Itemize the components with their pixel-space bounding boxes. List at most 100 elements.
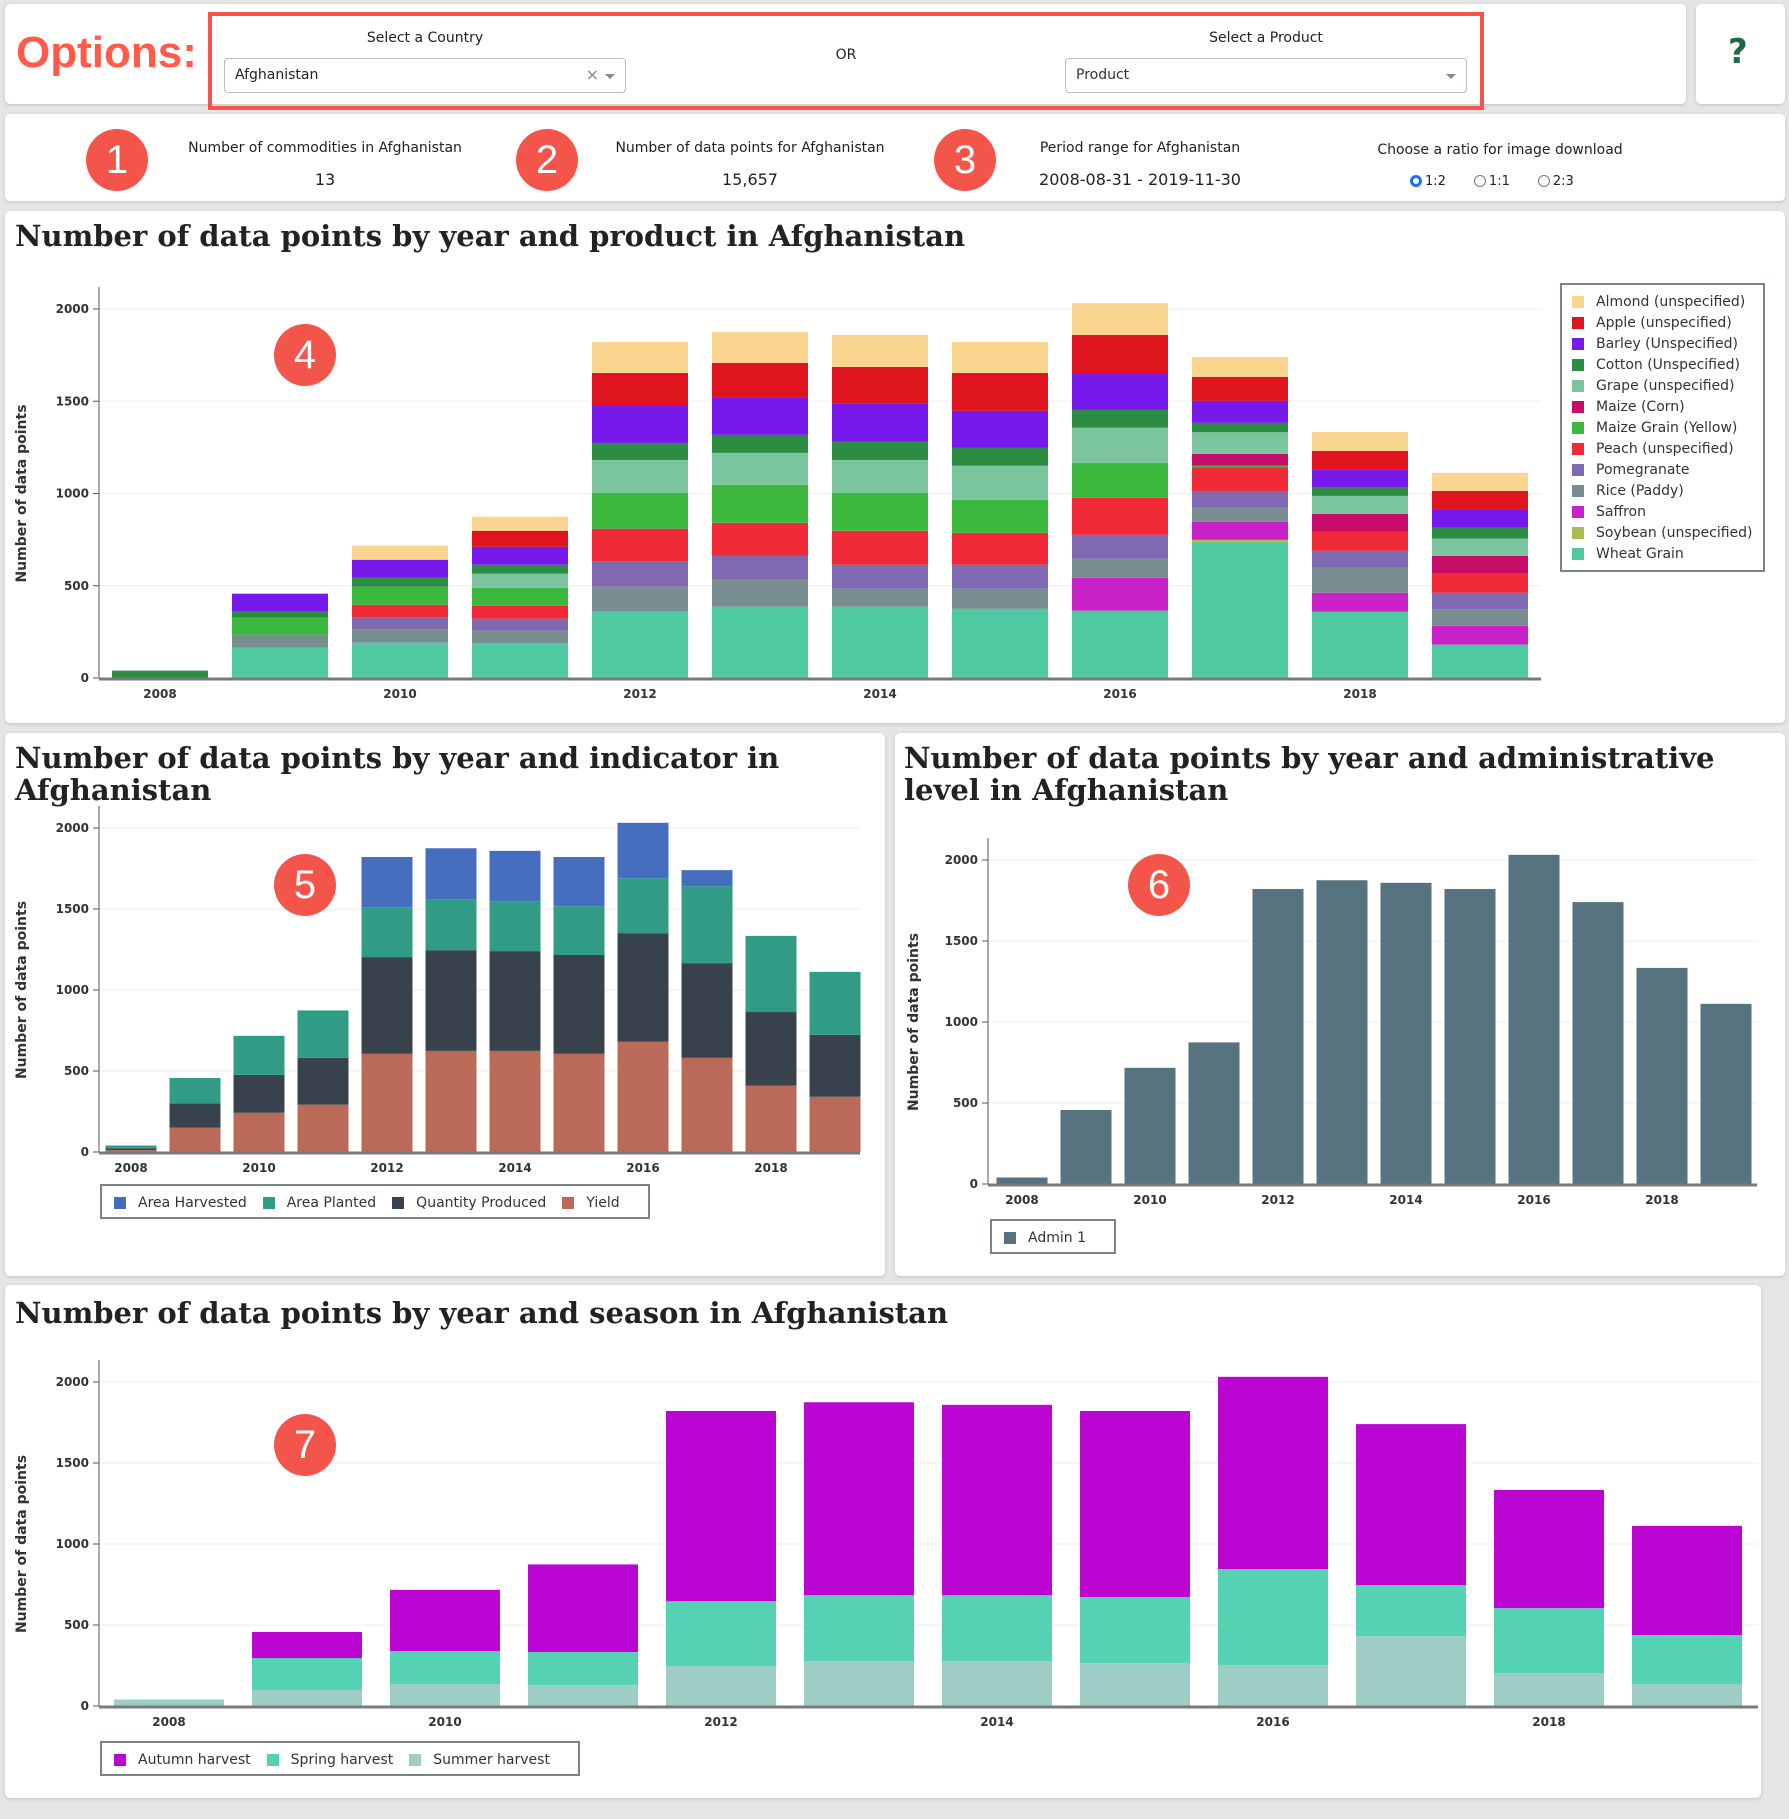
bar-segment-cotton-unspecified--2019[interactable] [1432,527,1528,539]
bar-segment-wheat-grain-2019[interactable] [1432,644,1528,678]
bar-segment-summer-harvest-2019[interactable] [1632,1683,1742,1706]
bar-segment-grape-unspecified--2019[interactable] [1432,538,1528,556]
bar-segment-rice-paddy--2014[interactable] [832,588,928,607]
bar-segment-yield-2015[interactable] [553,1053,605,1152]
bar-segment-pomegranate-2019[interactable] [1432,592,1528,610]
bar-segment-area-planted-2008[interactable] [105,1145,157,1149]
bar-segment-barley-unspecified--2019[interactable] [1432,509,1528,528]
bar-segment-quantity-produced-2015[interactable] [553,955,605,1054]
bar-segment-maize-grain-yellow--2014[interactable] [832,492,928,531]
bar-segment-rice-paddy--2019[interactable] [1432,609,1528,626]
bar-segment-wheat-grain-2013[interactable] [712,606,808,678]
bar-segment-barley-unspecified--2010[interactable] [352,559,448,578]
bar-segment-area-harvested-2014[interactable] [489,850,541,902]
bar-segment-saffron-2017[interactable] [1192,521,1288,540]
radio-selected-icon[interactable] [1410,175,1422,187]
bar-segment-spring-harvest-2018[interactable] [1494,1608,1604,1674]
bar-segment-admin-1-2009[interactable] [1060,1109,1112,1184]
bar-segment-pomegranate-2011[interactable] [472,618,568,631]
bar-segment-cotton-unspecified--2009[interactable] [232,611,328,618]
bar-segment-rice-paddy--2016[interactable] [1072,558,1168,578]
bar-segment-peach-unspecified--2018[interactable] [1312,531,1408,551]
bar-segment-summer-harvest-2008[interactable] [114,1699,224,1706]
bar-segment-admin-1-2011[interactable] [1188,1042,1240,1184]
bar-segment-barley-unspecified--2015[interactable] [952,410,1048,448]
bar-segment-cotton-unspecified--2014[interactable] [832,441,928,460]
bar-segment-rice-paddy--2012[interactable] [592,586,688,612]
bar-segment-barley-unspecified--2012[interactable] [592,405,688,443]
bar-segment-spring-harvest-2012[interactable] [666,1601,776,1666]
bar-segment-autumn-harvest-2010[interactable] [390,1589,500,1652]
bar-segment-wheat-grain-2012[interactable] [592,611,688,678]
bar-segment-almond-unspecified--2013[interactable] [712,332,808,363]
bar-segment-admin-1-2015[interactable] [1444,888,1496,1184]
bar-segment-almond-unspecified--2010[interactable] [352,545,448,560]
bar-segment-maize-grain-yellow--2017[interactable] [1192,465,1288,468]
bar-segment-quantity-produced-2011[interactable] [297,1057,349,1105]
radio-icon[interactable] [1537,175,1550,187]
bar-segment-autumn-harvest-2013[interactable] [804,1402,914,1596]
legend-item[interactable]: Autumn harvest [114,1749,251,1770]
bar-segment-pomegranate-2016[interactable] [1072,534,1168,559]
bar-segment-admin-1-2010[interactable] [1124,1067,1176,1184]
legend-item[interactable]: Soybean (unspecified) [1572,522,1753,543]
bar-segment-quantity-produced-2009[interactable] [169,1103,221,1128]
bar-segment-almond-unspecified--2017[interactable] [1192,356,1288,377]
legend-item[interactable]: Pomegranate [1572,459,1753,480]
bar-segment-area-harvested-2015[interactable] [553,856,605,907]
legend-item[interactable]: Rice (Paddy) [1572,480,1753,501]
legend-item[interactable]: Saffron [1572,501,1753,522]
bar-segment-barley-unspecified--2018[interactable] [1312,469,1408,488]
ratio-option-2-3[interactable]: 2:3 [1537,174,1574,189]
bar-segment-wheat-grain-2011[interactable] [472,643,568,678]
bar-segment-grape-unspecified--2017[interactable] [1192,432,1288,454]
bar-segment-admin-1-2014[interactable] [1380,882,1432,1184]
bar-segment-saffron-2016[interactable] [1072,577,1168,611]
bar-segment-peach-unspecified--2014[interactable] [832,530,928,565]
bar-segment-apple-unspecified--2015[interactable] [952,373,1048,411]
bar-segment-maize-corn--2017[interactable] [1192,453,1288,466]
bar-segment-pomegranate-2015[interactable] [952,564,1048,589]
bar-segment-summer-harvest-2014[interactable] [942,1661,1052,1706]
bar-segment-apple-unspecified--2014[interactable] [832,366,928,404]
bar-segment-maize-grain-yellow--2013[interactable] [712,484,808,523]
bar-segment-rice-paddy--2017[interactable] [1192,507,1288,522]
bar-segment-almond-unspecified--2018[interactable] [1312,431,1408,451]
bar-segment-summer-harvest-2016[interactable] [1218,1665,1328,1706]
bar-segment-yield-2008[interactable] [105,1150,157,1152]
bar-segment-autumn-harvest-2012[interactable] [666,1410,776,1602]
legend-item[interactable]: Yield [562,1192,620,1213]
bar-segment-grape-unspecified--2015[interactable] [952,465,1048,500]
bar-segment-peach-unspecified--2019[interactable] [1432,573,1528,593]
bar-segment-wheat-grain-2017[interactable] [1192,542,1288,678]
legend-item[interactable]: Peach (unspecified) [1572,438,1753,459]
bar-segment-spring-harvest-2017[interactable] [1356,1585,1466,1637]
bar-segment-yield-2014[interactable] [489,1050,541,1152]
bar-segment-apple-unspecified--2012[interactable] [592,373,688,406]
bar-segment-admin-1-2016[interactable] [1508,854,1560,1184]
bar-segment-autumn-harvest-2011[interactable] [528,1564,638,1653]
bar-segment-peach-unspecified--2010[interactable] [352,604,448,618]
bar-segment-spring-harvest-2013[interactable] [804,1595,914,1662]
bar-segment-almond-unspecified--2012[interactable] [592,342,688,374]
bar-segment-summer-harvest-2015[interactable] [1080,1663,1190,1706]
bar-segment-maize-grain-yellow--2011[interactable] [472,587,568,606]
bar-segment-area-planted-2013[interactable] [425,899,477,951]
legend-item[interactable]: Wheat Grain [1572,543,1753,564]
bar-segment-pomegranate-2013[interactable] [712,555,808,580]
bar-segment-rice-paddy--2013[interactable] [712,579,808,607]
bar-segment-almond-unspecified--2016[interactable] [1072,303,1168,336]
legend-item[interactable]: Barley (Unspecified) [1572,333,1753,354]
bar-segment-barley-unspecified--2017[interactable] [1192,400,1288,423]
bar-segment-apple-unspecified--2018[interactable] [1312,450,1408,470]
bar-segment-wheat-grain-2014[interactable] [832,606,928,678]
clear-icon[interactable]: × [585,65,599,84]
legend-item[interactable]: Apple (unspecified) [1572,312,1753,333]
bar-segment-apple-unspecified--2019[interactable] [1432,490,1528,510]
legend-item[interactable]: Almond (unspecified) [1572,291,1753,312]
bar-segment-summer-harvest-2012[interactable] [666,1665,776,1706]
bar-segment-autumn-harvest-2014[interactable] [942,1404,1052,1596]
bar-segment-yield-2017[interactable] [681,1057,733,1152]
bar-segment-almond-unspecified--2019[interactable] [1432,472,1528,491]
bar-segment-area-planted-2017[interactable] [681,886,733,964]
